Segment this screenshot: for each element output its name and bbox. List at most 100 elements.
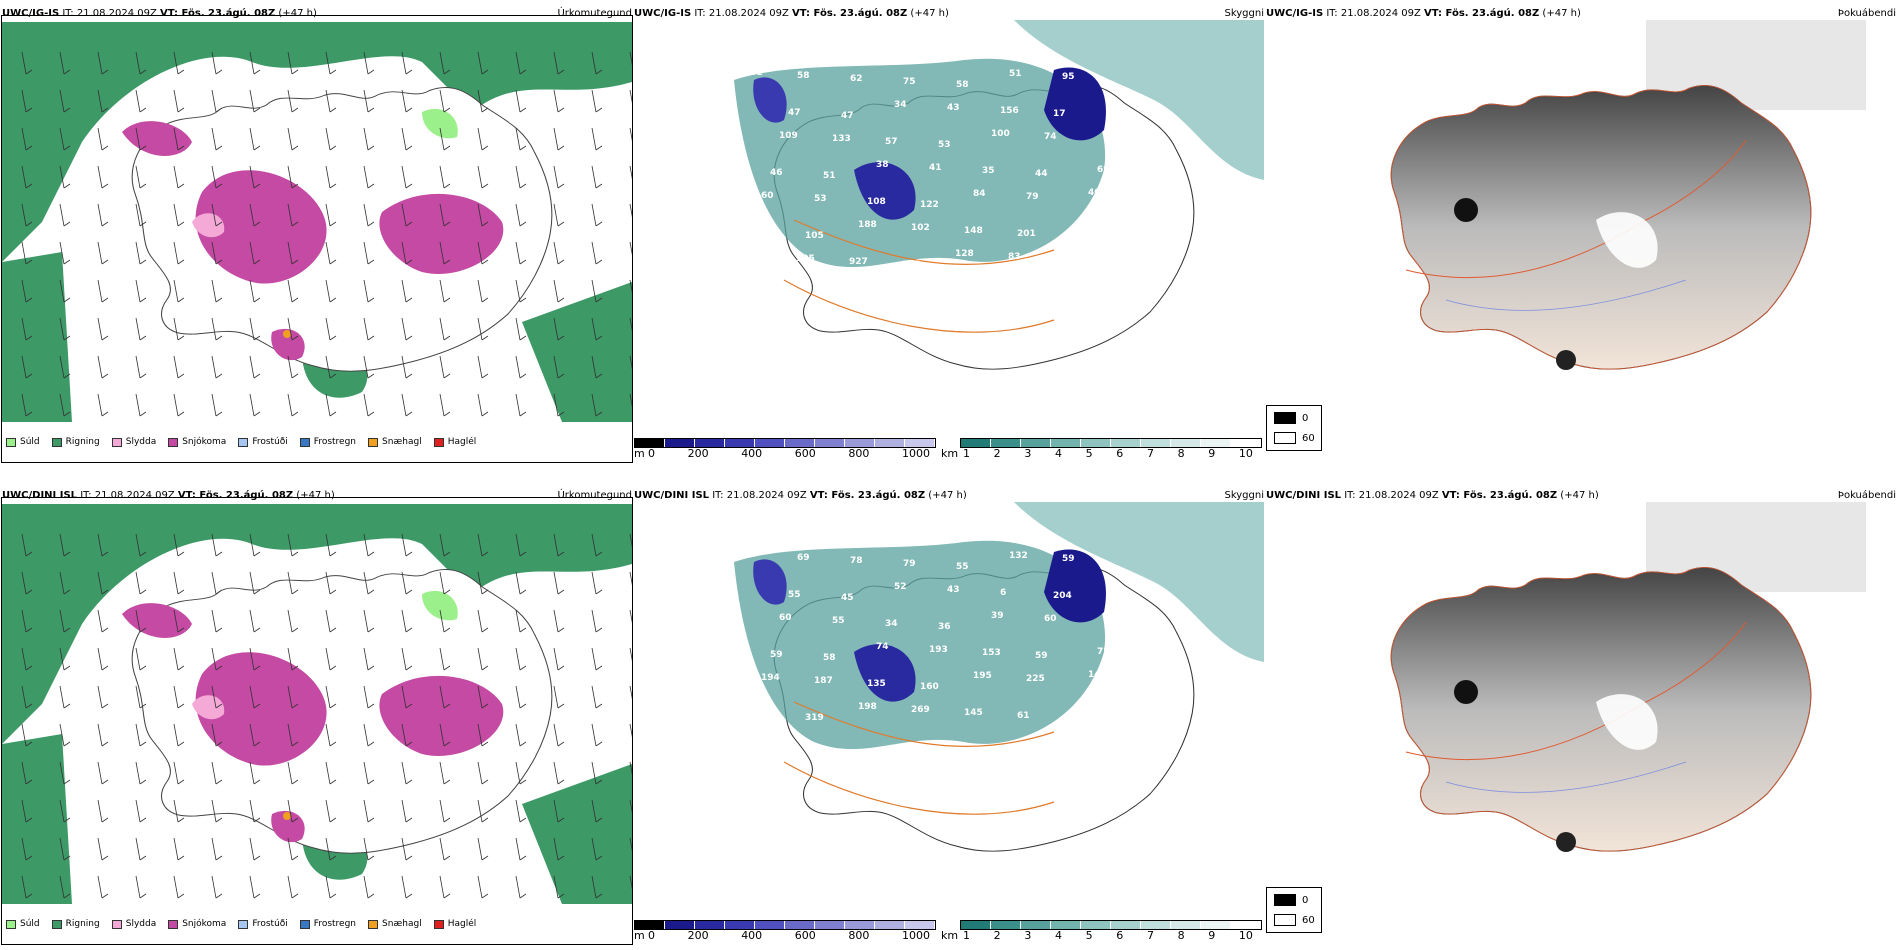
cloud-base-label: 74 [876,642,889,652]
legend-swatch [168,437,179,447]
valid-time: VT: Fös. 23.ágú. 08Z [160,8,276,19]
cloud-base-label: 250 [1123,251,1142,261]
cloud-base-label: 269 [911,705,930,715]
legend-label: Slydda [125,919,157,929]
cloud-base-label: 927 [849,257,868,267]
cloud-base-label: 145 [752,228,771,238]
cloud-base-label: 46 [770,168,783,178]
cloud-base-label: 145 [964,708,983,718]
colorbar-segment [961,921,991,929]
cloud-base-label: 58 [956,80,969,90]
cloud-base-label: 135 [867,679,886,689]
cloud-base-label: 59 [1062,554,1075,564]
legend-swatch [51,919,62,929]
legend-label: Rigning [65,919,100,929]
tick-label: 9 [1208,929,1216,942]
colorbar-segment [695,439,725,447]
cloud-panel-header: UWC/IG-IS IT: 21.08.2024 09Z VT: Fös. 23… [634,8,949,19]
cloud-base-map: 70 69 78 79 55 132 59 61 55 45 52 43 6 204 56 60 55 34 36 3… [734,502,1264,852]
cloud-base-label: 41 [929,163,942,173]
legend-swatch [6,919,16,929]
cloud-base-label: 69 [797,553,810,563]
cloud-base-label: 828 [787,291,806,301]
legend-item: Frostregn [299,437,356,447]
legend-label: Súld [20,437,40,447]
cloud-base-label: 60 [779,613,792,623]
fog-legend-label: 0 [1302,895,1309,906]
cloud-base-label: 17 [1053,109,1066,119]
cloud-base-label: 122 [920,200,939,210]
cloud-base-label: 188 [858,220,877,230]
precip-map-frame [1,15,633,463]
precip-panel-title: Úrkomutegund [557,8,632,19]
tick-label: 6 [1116,447,1124,460]
cloud-base-label: 194 [761,673,780,683]
valid-time: VT: Fös. 23.ágú. 08Z [1441,490,1558,501]
legend-swatch [368,437,379,447]
valid-time: VT: Fös. 23.ágú. 08Z [1424,8,1540,19]
colorbar-segment [961,439,991,447]
cloud-base-label: 74 [1044,132,1057,142]
colorbar-segment [665,921,695,929]
legend-item: Frostregn [299,919,356,929]
precip-map-frame [1,497,633,945]
colorbar-segment [845,921,875,929]
colorbar-segment [665,439,695,447]
legend-item: Slydda [111,919,157,929]
legend-swatch [168,919,179,929]
visibility-colorbar [960,920,1262,930]
init-time: IT: 21.08.2024 09Z [77,490,178,501]
cloud-base-label: 43 [947,585,960,595]
cloud-base-label: 95 [1062,72,1075,82]
colorbar-segment [1051,439,1081,447]
cloud-base-label: 61 [1115,587,1128,597]
cloud-base-label: 38 [876,160,889,170]
visibility-colorbar [960,438,1262,448]
fog-index-map [1390,20,1866,370]
tick-label: 800 [848,447,870,460]
visibility-ticks: 1 2 3 4 5 6 7 8 9 10 [963,447,1253,460]
cloud-panel-title: Skyggni [1224,490,1264,501]
legend-swatch [238,919,249,929]
cloud-base-label: 79 [1026,192,1039,202]
cloud-base-ticks: 0 200 400 600 800 1000 [648,447,930,460]
visibility-unit: km [941,447,959,460]
legend-item: Súld [6,437,40,447]
colorbar-segment [1231,921,1261,929]
cloud-base-label: 201 [1017,229,1036,239]
colorbar-segment [991,439,1021,447]
cloud-base-label: 200 [752,710,771,720]
cloud-base-label: 75 [903,77,916,87]
colorbar-segment [1171,921,1201,929]
fog-legend-label: 60 [1302,915,1315,926]
legend-swatch [6,437,16,447]
cloud-base-ticks: 0 200 400 600 800 1000 [648,929,930,942]
cloud-base-label: 153 [982,648,1001,658]
tick-label: 10 [1238,447,1253,460]
lead-time: (+47 h) [1539,8,1581,19]
cloud-base-label: 101 [744,68,763,78]
legend-swatch [51,437,62,447]
lead-time: (+47 h) [293,490,335,501]
fog-swatch-light [1274,432,1296,444]
init-time: IT: 21.08.2024 09Z [59,8,161,19]
cloud-base-label: 53 [938,140,951,150]
legend-label: Frostúði [252,919,288,929]
cloud-base-label: 319 [805,713,824,723]
tick-label: 8 [1177,447,1185,460]
model-name: UWC/DINI ISL [2,490,78,501]
legend-item: Frostúði [238,919,288,929]
visibility-ticks: 1 2 3 4 5 6 7 8 9 10 [963,929,1253,942]
tick-label: 5 [1085,929,1093,942]
cloud-base-label: 55 [956,562,969,572]
colorbar-segment [785,439,815,447]
legend-swatch [433,437,444,447]
cloud-base-label: 165 [1114,288,1133,298]
fog-swatch-dark [1274,894,1296,906]
cloud-base-label: 109 [779,131,798,141]
legend-swatch [111,919,122,929]
colorbar-segment [1201,439,1231,447]
colorbar-segment [635,921,665,929]
tick-label: 7 [1146,929,1154,942]
legend-swatch [433,919,444,929]
